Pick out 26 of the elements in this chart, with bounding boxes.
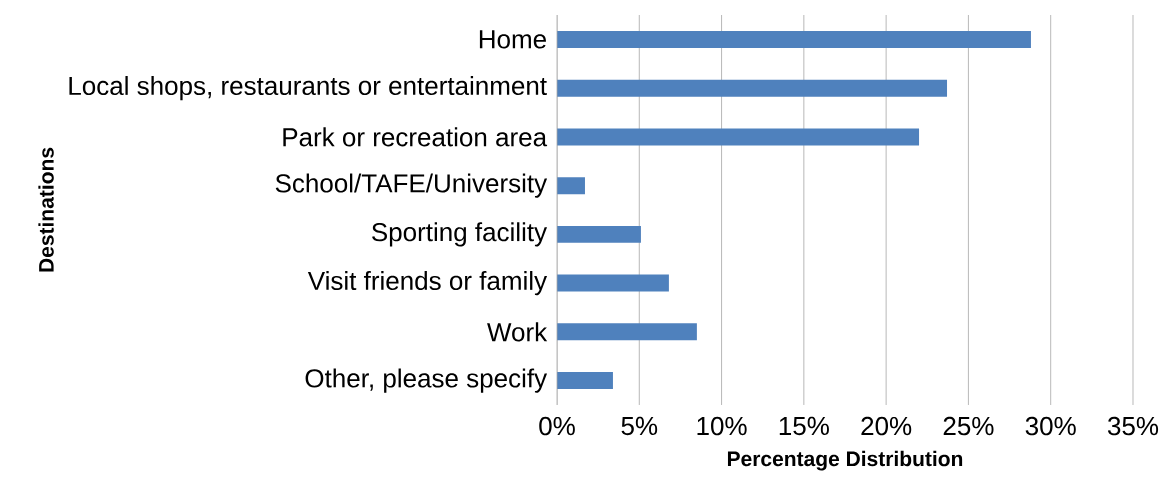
x-tick-label: 5%: [621, 416, 658, 436]
x-axis-title: Percentage Distribution: [727, 450, 963, 471]
y-tick-label: School/TAFE/University: [275, 173, 548, 198]
bar: [557, 128, 920, 146]
bar: [557, 372, 613, 390]
y-tick-label: Other, please specify: [305, 368, 548, 393]
bar: [557, 274, 669, 292]
bar: [557, 323, 697, 341]
y-axis-title: Destinations: [38, 147, 54, 272]
bar: [557, 30, 1031, 48]
x-tick-label: 15%: [779, 416, 829, 436]
y-tick-label: Work: [487, 322, 548, 342]
y-tick-label: Sporting facility: [372, 222, 548, 247]
x-tick-label: 35%: [1107, 416, 1159, 436]
x-tick-label: 0%: [539, 416, 575, 436]
y-tick-label: Visit friends or family: [307, 271, 548, 296]
bar: [557, 225, 641, 243]
x-tick-label: 30%: [1025, 416, 1076, 436]
x-tick-label: 10%: [697, 416, 747, 436]
x-tick-label: 25%: [943, 416, 994, 436]
bar: [557, 79, 948, 97]
y-tick-label: Park or recreation area: [283, 127, 548, 147]
bar: [557, 177, 585, 195]
x-tick-label: 20%: [861, 416, 912, 436]
y-tick-label: Home: [479, 30, 546, 49]
y-tick-label: Local shops, restaurants or entertainment: [69, 76, 547, 101]
